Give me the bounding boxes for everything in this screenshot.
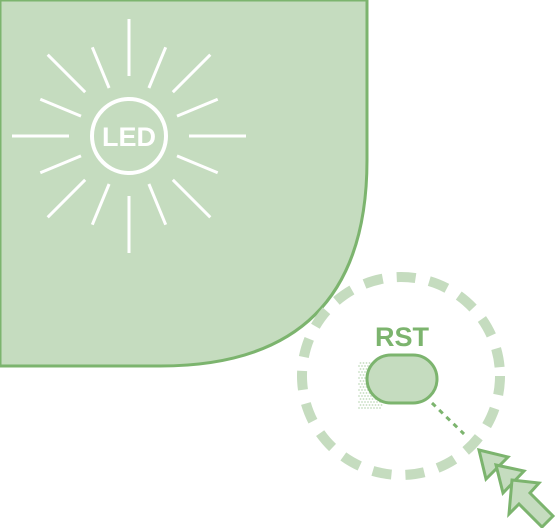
light-ray <box>147 183 168 226</box>
shadow-dot <box>361 383 363 385</box>
shadow-dot <box>359 362 362 364</box>
shadow-dot <box>358 383 360 385</box>
shadow-dot <box>379 407 381 409</box>
shadow-dot <box>361 395 363 397</box>
shadow-dot <box>364 407 366 409</box>
led-circle <box>90 97 168 175</box>
light-ray <box>90 183 111 226</box>
shadow-dot <box>365 362 368 364</box>
shadow-dot <box>365 368 368 370</box>
shadow-dot <box>361 371 363 373</box>
shadow-dot <box>362 404 365 406</box>
shadow-dot <box>362 368 365 370</box>
shadow-dot <box>362 398 365 400</box>
led-label: LED <box>102 122 156 152</box>
shadow-dot <box>358 395 360 397</box>
shadow-dot <box>358 407 360 409</box>
shadow-dot <box>373 407 375 409</box>
shadow-dot <box>361 389 363 391</box>
shadow-dot <box>371 404 374 406</box>
shadow-dot <box>367 365 369 367</box>
light-ray <box>176 154 219 175</box>
board-panel <box>0 0 369 368</box>
shadow-dot <box>361 377 363 379</box>
shadow-dot <box>362 392 365 394</box>
light-burst-icon <box>12 19 246 253</box>
shadow-dot <box>376 401 378 403</box>
light-ray <box>147 46 168 89</box>
shadow-dot <box>359 380 362 382</box>
shadow-dot <box>364 383 366 385</box>
shadow-dot <box>358 401 360 403</box>
shadow-dot <box>364 365 366 367</box>
shadow-dot <box>358 365 360 367</box>
shadow-dot <box>362 386 365 388</box>
led-indicator: LED <box>90 97 168 175</box>
shadow-dot <box>371 398 374 400</box>
shadow-dot <box>365 398 368 400</box>
shadow-dot <box>365 404 368 406</box>
shadow-dot <box>362 374 365 376</box>
light-ray <box>90 46 111 89</box>
shadow-dot <box>364 389 366 391</box>
double-arrow-cursor-icon <box>476 447 556 528</box>
shadow-dot <box>364 401 366 403</box>
shadow-dot <box>367 401 369 403</box>
light-ray <box>171 178 212 219</box>
light-ray <box>46 178 87 219</box>
pointer-leader-line <box>430 401 466 436</box>
shadow-dot <box>358 389 360 391</box>
shadow-dot <box>359 404 362 406</box>
shadow-dot <box>377 404 380 406</box>
light-ray <box>46 53 87 94</box>
light-ray <box>176 97 219 118</box>
light-ray <box>171 53 212 94</box>
shadow-dot <box>361 407 363 409</box>
shadow-dot <box>370 407 372 409</box>
shadow-dot <box>368 362 371 364</box>
shadow-dot <box>368 398 371 400</box>
shadow-dot <box>374 404 377 406</box>
shadow-dot <box>359 392 362 394</box>
shadow-dot <box>376 407 378 409</box>
shadow-dot <box>365 392 368 394</box>
light-ray <box>39 154 82 175</box>
shadow-dot <box>364 371 366 373</box>
shadow-dot <box>359 398 362 400</box>
shadow-dot <box>370 395 372 397</box>
shadow-dot <box>359 374 362 376</box>
reset-dashed-ring <box>297 272 505 480</box>
shadow-dot <box>361 365 363 367</box>
shadow-dot <box>362 362 365 364</box>
arrow-main <box>507 478 556 528</box>
reset-button[interactable] <box>365 353 439 405</box>
shadow-dot <box>373 401 375 403</box>
shadow-dot <box>367 395 369 397</box>
shadow-dot <box>359 386 362 388</box>
shadow-dot <box>362 380 365 382</box>
shadow-dot <box>359 368 362 370</box>
shadow-dot <box>358 377 360 379</box>
shadow-dot <box>370 401 372 403</box>
shadow-dot <box>358 371 360 373</box>
shadow-dot <box>380 404 383 406</box>
shadow-dot <box>364 395 366 397</box>
shadow-dot <box>368 404 371 406</box>
shadow-dot <box>364 377 366 379</box>
shadow-dot <box>367 407 369 409</box>
reset-label: RST <box>375 322 430 352</box>
shadow-dot <box>361 401 363 403</box>
light-ray <box>39 97 82 118</box>
